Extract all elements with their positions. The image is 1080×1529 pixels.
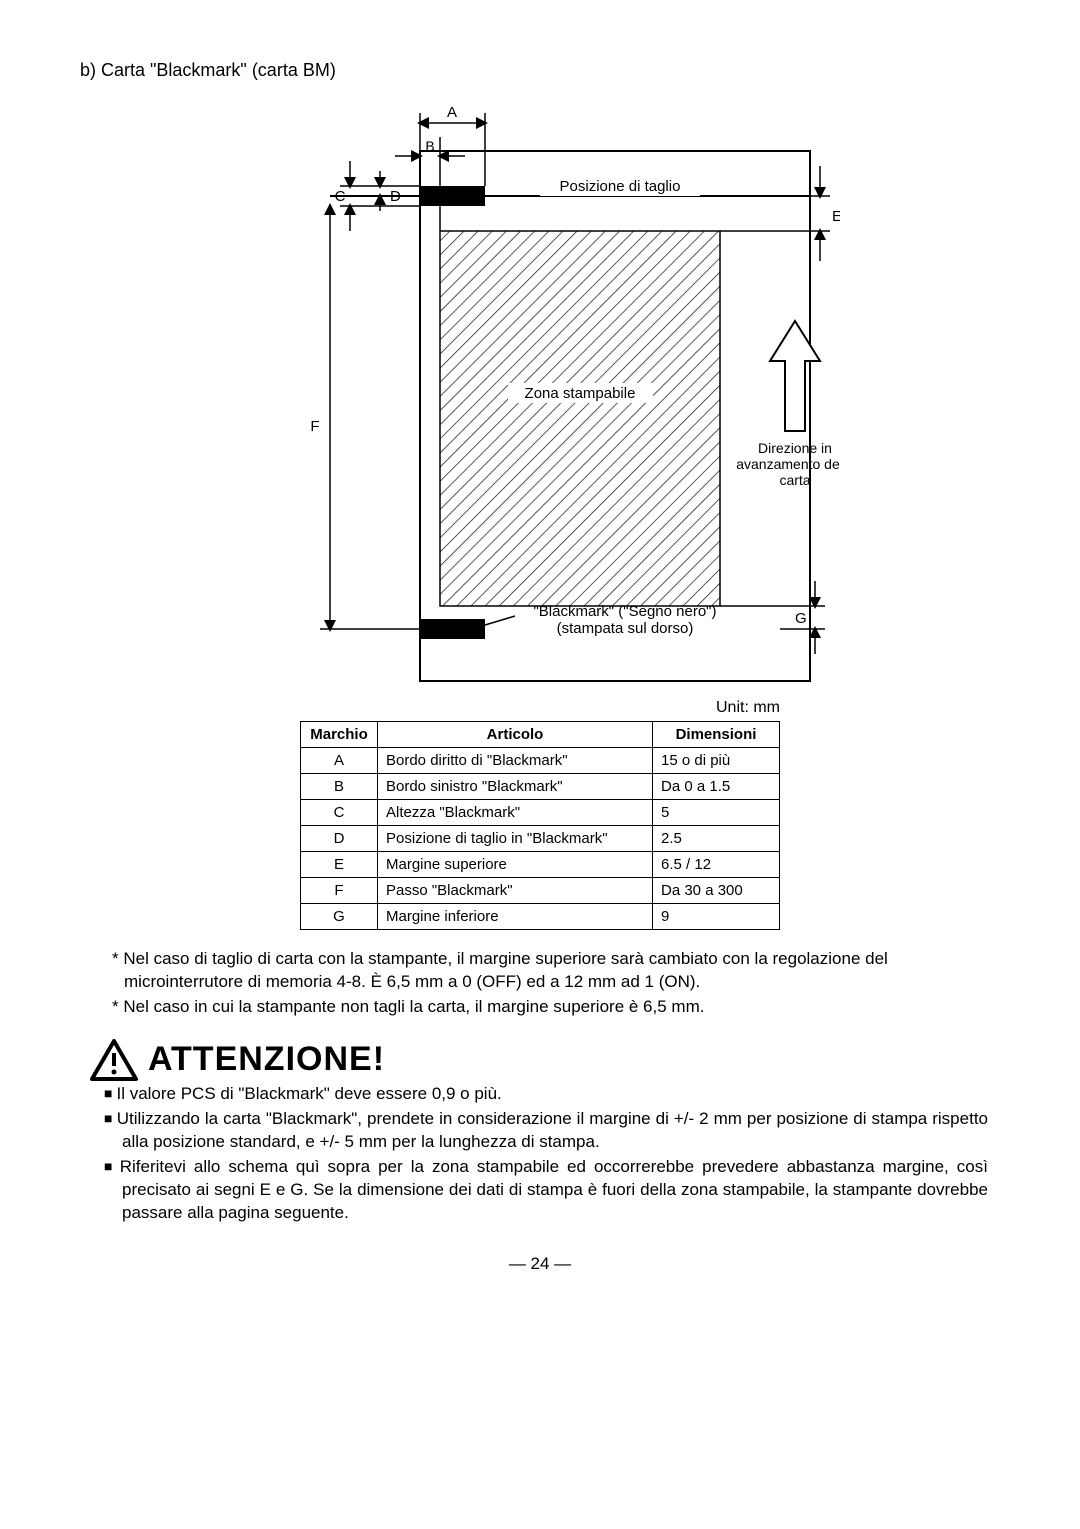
- cell-mark: D: [301, 826, 378, 852]
- cell-mark: B: [301, 774, 378, 800]
- warning-title: ATTENZIONE!: [148, 1040, 385, 1079]
- note-1: * Nel caso di taglio di carta con la sta…: [100, 948, 980, 994]
- warning-list: ■Il valore PCS di "Blackmark" deve esser…: [92, 1083, 988, 1225]
- cell-dim: 6.5 / 12: [653, 852, 780, 878]
- cell-dim: 2.5: [653, 826, 780, 852]
- label-d: D: [390, 188, 401, 205]
- cell-mark: C: [301, 800, 378, 826]
- cell-article: Bordo diritto di "Blackmark": [378, 748, 653, 774]
- th-mark: Marchio: [301, 722, 378, 748]
- spec-table: Marchio Articolo Dimensioni ABordo dirit…: [300, 721, 780, 930]
- cell-dim: Da 0 a 1.5: [653, 774, 780, 800]
- table-row: CAltezza "Blackmark"5: [301, 800, 780, 826]
- cut-position-label: Posizione di taglio: [560, 178, 681, 195]
- cell-dim: 5: [653, 800, 780, 826]
- th-article: Articolo: [378, 722, 653, 748]
- cell-mark: E: [301, 852, 378, 878]
- label-b: B: [425, 138, 434, 154]
- warning-item: ■Utilizzando la carta "Blackmark", prend…: [92, 1108, 988, 1154]
- table-row: EMargine superiore6.5 / 12: [301, 852, 780, 878]
- cell-article: Posizione di taglio in "Blackmark": [378, 826, 653, 852]
- warning-item: ■Riferitevi allo schema quì sopra per la…: [92, 1156, 988, 1225]
- cell-article: Altezza "Blackmark": [378, 800, 653, 826]
- table-row: GMargine inferiore9: [301, 904, 780, 930]
- blackmark-note-1: "Blackmark" ("Segno nero"): [533, 603, 716, 620]
- section-title: b) Carta "Blackmark" (carta BM): [80, 60, 1000, 81]
- feed-dir-1: Direzione in: [758, 440, 832, 456]
- page-number: — 24 —: [80, 1254, 1000, 1274]
- cell-article: Margine superiore: [378, 852, 653, 878]
- cell-mark: G: [301, 904, 378, 930]
- unit-label: Unit: mm: [300, 699, 780, 717]
- label-e: E: [832, 208, 840, 225]
- note-2: * Nel caso in cui la stampante non tagli…: [100, 996, 980, 1019]
- label-c: C: [335, 188, 346, 205]
- label-a: A: [447, 104, 457, 121]
- th-dim: Dimensioni: [653, 722, 780, 748]
- warning-item: ■Il valore PCS di "Blackmark" deve esser…: [92, 1083, 988, 1106]
- table-row: BBordo sinistro "Blackmark"Da 0 a 1.5: [301, 774, 780, 800]
- table-row: DPosizione di taglio in "Blackmark"2.5: [301, 826, 780, 852]
- feed-dir-3: carta: [779, 472, 810, 488]
- cell-article: Margine inferiore: [378, 904, 653, 930]
- cell-article: Bordo sinistro "Blackmark": [378, 774, 653, 800]
- cell-dim: 9: [653, 904, 780, 930]
- warning-header: ATTENZIONE!: [90, 1039, 1000, 1081]
- warning-icon: [90, 1039, 138, 1081]
- blackmark-note-2: (stampata sul dorso): [557, 620, 694, 637]
- table-row: ABordo diritto di "Blackmark"15 o di più: [301, 748, 780, 774]
- cell-mark: A: [301, 748, 378, 774]
- footnotes: * Nel caso di taglio di carta con la sta…: [100, 948, 980, 1019]
- diagram: Zona stampabile Posizione di taglio A B …: [80, 101, 1000, 691]
- label-f: F: [310, 418, 319, 435]
- label-g: G: [795, 610, 807, 627]
- printable-zone-label: Zona stampabile: [525, 385, 636, 402]
- feed-dir-2: avanzamento della: [736, 456, 840, 472]
- table-row: FPasso "Blackmark"Da 30 a 300: [301, 878, 780, 904]
- cell-dim: 15 o di più: [653, 748, 780, 774]
- cell-mark: F: [301, 878, 378, 904]
- cell-dim: Da 30 a 300: [653, 878, 780, 904]
- cell-article: Passo "Blackmark": [378, 878, 653, 904]
